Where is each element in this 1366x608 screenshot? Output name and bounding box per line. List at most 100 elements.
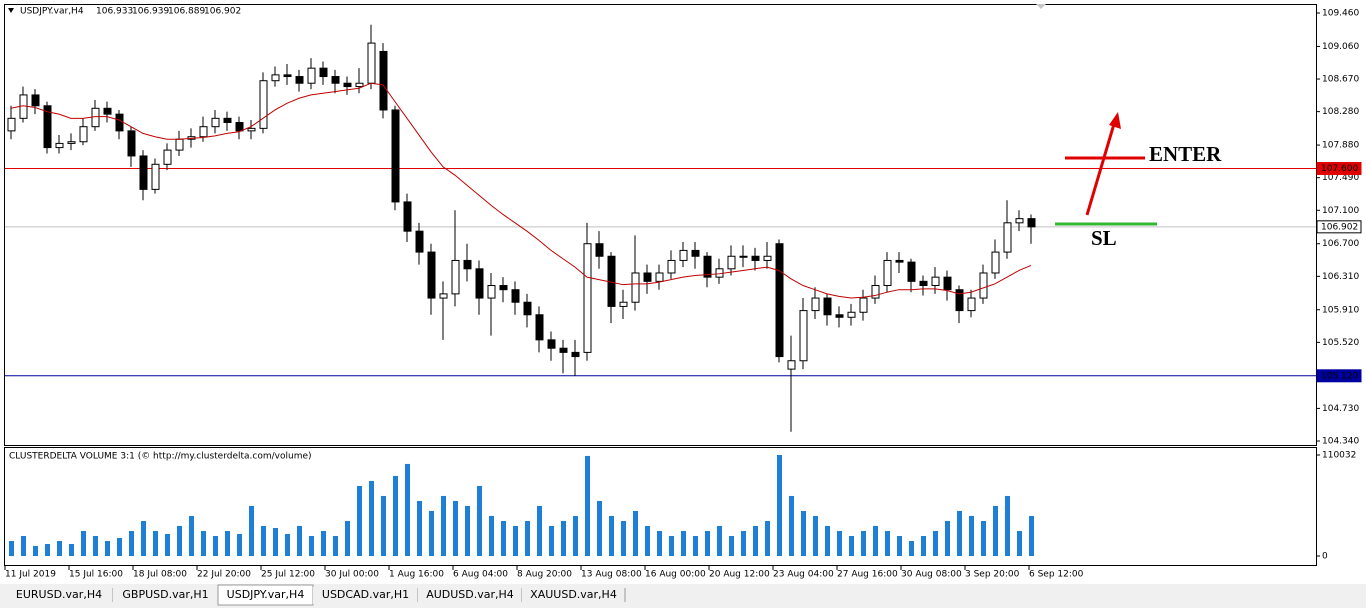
candle-body xyxy=(343,82,352,88)
volume-bar xyxy=(201,530,206,556)
x-tick-label: 6 Sep 12:00 xyxy=(1029,570,1084,580)
candle-body xyxy=(547,339,556,349)
volume-bar xyxy=(813,515,818,556)
candle-body xyxy=(847,311,856,318)
candle-body xyxy=(463,259,472,270)
x-tick-label: 11 Jul 2019 xyxy=(5,570,56,580)
y-tick-label: 107.880 xyxy=(1322,141,1359,151)
candle-body xyxy=(403,201,412,232)
candle-body xyxy=(787,360,796,370)
x-tick-label: 18 Jul 08:00 xyxy=(133,570,187,580)
shift-marker xyxy=(1036,4,1046,9)
tab[interactable] xyxy=(522,587,625,604)
enter-arrowhead xyxy=(1109,112,1121,129)
volume-bar xyxy=(93,535,98,556)
volume-bar xyxy=(693,535,698,556)
volume-bar xyxy=(885,530,890,556)
x-tick-label: 30 Jul 00:00 xyxy=(325,570,379,580)
indicator-title: CLUSTERDELTA VOLUME 3:1 (© http://my.clu… xyxy=(9,452,312,462)
y-tick-label: 108.670 xyxy=(1322,75,1359,85)
candle-body xyxy=(559,347,568,353)
candle-body xyxy=(1015,218,1024,224)
volume-bar xyxy=(981,520,986,556)
tabs: EURUSD.var,H4 GBPUSD.var,H1 USDJPY.var,H4 U… xyxy=(5,584,626,606)
candle-body xyxy=(595,243,604,257)
tab-label[interactable]: XAUUSD.var,H4 xyxy=(530,588,617,601)
y-tick-label: 105.520 xyxy=(1322,338,1359,348)
volume-bar xyxy=(933,530,938,556)
tab[interactable] xyxy=(113,587,218,604)
volume-bar xyxy=(69,543,74,556)
tab-label[interactable]: EURUSD.var,H4 xyxy=(16,588,102,601)
volume-bar xyxy=(669,535,674,556)
candle-body xyxy=(511,289,520,303)
candle-body xyxy=(175,138,184,151)
candle-body xyxy=(79,126,88,143)
header-high: 106.939 xyxy=(132,7,169,17)
x-tick-label: 20 Aug 12:00 xyxy=(709,570,770,580)
candle-body xyxy=(127,130,136,157)
candle-body xyxy=(283,74,292,78)
x-tick-label: 15 Jul 16:00 xyxy=(69,570,123,580)
volume-bar xyxy=(453,500,458,556)
candle-body xyxy=(295,76,304,84)
candle-body xyxy=(919,280,928,287)
tab[interactable] xyxy=(313,587,418,604)
symbol: USDJPY.var,H4 xyxy=(20,7,84,17)
volume-bar xyxy=(141,520,146,556)
candle-body xyxy=(523,301,532,316)
volume-bar xyxy=(873,525,878,556)
candle-body xyxy=(499,285,508,291)
candle-body xyxy=(679,249,688,261)
volume-bar xyxy=(213,535,218,556)
candle-body xyxy=(199,126,208,138)
volume-bar xyxy=(177,525,182,556)
candle-body xyxy=(751,255,760,261)
candle-body xyxy=(655,272,664,282)
volume-bar xyxy=(969,515,974,556)
candle-body xyxy=(775,243,784,358)
marks: 109.460 109.060 108.670 108.280 107.880 107.4… xyxy=(4,9,1362,580)
header-open: 106.933 xyxy=(96,7,133,17)
volume-bar xyxy=(729,535,734,556)
header-low: 106.889 xyxy=(168,7,205,17)
x-tick-label: 25 Jul 12:00 xyxy=(261,570,315,580)
candle-body xyxy=(535,314,544,341)
volume-bar xyxy=(897,535,902,556)
volume-bar xyxy=(909,540,914,556)
volume-bar xyxy=(429,510,434,556)
candle-body xyxy=(631,272,640,303)
tab-label[interactable]: GBPUSD.var,H1 xyxy=(122,588,208,601)
volume-bar xyxy=(849,535,854,556)
volume-bar xyxy=(777,455,782,556)
x-tick-label: 3 Sep 20:00 xyxy=(965,570,1020,580)
candle-body xyxy=(907,261,916,282)
candle-body xyxy=(619,301,628,307)
tab[interactable] xyxy=(418,587,522,604)
candle-body xyxy=(859,297,868,313)
candle-body xyxy=(367,42,376,84)
y-tick-label: 106.310 xyxy=(1322,272,1359,282)
candle-body xyxy=(895,259,904,263)
moving-average xyxy=(10,82,1032,299)
x-tick-label: 30 Aug 08:00 xyxy=(901,570,962,580)
candle-body xyxy=(139,155,148,190)
volume-bar xyxy=(321,530,326,556)
tab-label[interactable]: AUDUSD.var,H4 xyxy=(426,588,514,601)
candle-body xyxy=(811,297,820,312)
candle-body xyxy=(439,293,448,299)
candle-body xyxy=(103,107,112,115)
menu-arrow xyxy=(8,8,14,13)
volume-bar xyxy=(405,463,410,556)
candle-body xyxy=(835,314,844,318)
price-label: 106.902 xyxy=(1321,222,1358,232)
tab-label[interactable]: USDCAD.var,H1 xyxy=(322,588,409,601)
tab[interactable] xyxy=(5,587,113,604)
candle-body xyxy=(1027,218,1036,228)
volume-bar xyxy=(657,530,662,556)
volume-bar xyxy=(357,485,362,556)
volume-bar xyxy=(585,455,590,556)
tab-label[interactable]: USDJPY.var,H4 xyxy=(227,588,305,601)
